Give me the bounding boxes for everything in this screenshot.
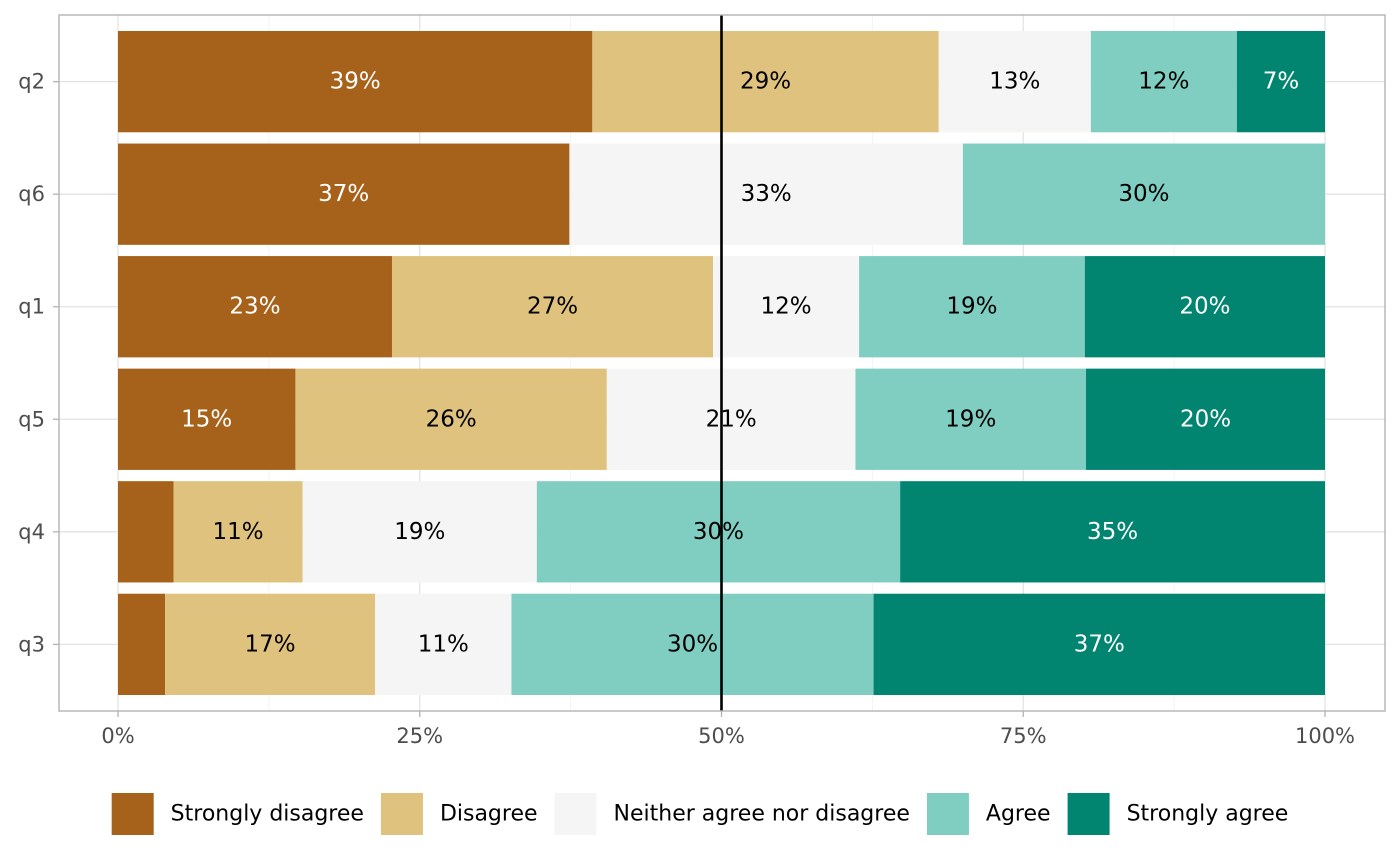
y-tick-label: q6 [18, 182, 45, 206]
bar-value-label: 13% [989, 69, 1040, 95]
bar-value-label: 15% [181, 406, 232, 432]
bar-segment [938, 31, 1091, 133]
legend-key [1067, 793, 1110, 835]
bar-segment [118, 593, 166, 695]
bar-segment [1084, 256, 1325, 358]
legend-item: Strongly disagree [111, 793, 364, 835]
bar-segment [391, 256, 714, 358]
legend: Strongly disagree Disagree Neither agree n… [111, 793, 1289, 835]
legend-label: Disagree [440, 802, 538, 827]
y-axis: q2 q6 q1 q5 q4 q3 [18, 70, 59, 656]
x-tick-label: 75% [1000, 724, 1047, 748]
bar-value-label: 20% [1179, 294, 1230, 320]
bar-segment [173, 481, 303, 583]
bar-value-label: 12% [761, 294, 812, 320]
x-tick-label: 50% [698, 724, 745, 748]
bar-value-label: 37% [1074, 631, 1125, 657]
legend-item: Strongly agree [1067, 793, 1289, 835]
bar-value-label: 30% [693, 519, 744, 545]
bar-segment [295, 368, 607, 470]
bar-value-label: 7% [1263, 69, 1300, 95]
bar-segment [859, 256, 1085, 358]
bar-segment [1086, 368, 1325, 470]
y-tick-label: q2 [18, 70, 45, 94]
bar-value-label: 17% [245, 631, 296, 657]
bar-value-label: 19% [946, 294, 997, 320]
bar-value-label: 29% [740, 69, 791, 95]
bar-value-label: 35% [1087, 519, 1138, 545]
bar-segment [873, 593, 1325, 695]
bar-value-label: 33% [741, 181, 792, 207]
bar-segments [118, 31, 1325, 695]
bar-segment [118, 481, 174, 583]
y-tick-label: q4 [18, 520, 45, 544]
bar-value-label: 30% [1118, 181, 1169, 207]
bar-value-label: 11% [213, 519, 264, 545]
bar-segment [606, 368, 856, 470]
legend-label: Strongly disagree [171, 802, 364, 827]
y-tick-label: q5 [18, 407, 45, 431]
bar-segment [855, 368, 1087, 470]
bar-value-label: 27% [527, 294, 578, 320]
bar-value-label: 39% [330, 69, 381, 95]
bar-value-label: 37% [318, 181, 369, 207]
bar-segment [511, 593, 874, 695]
bar-segment [118, 143, 570, 245]
legend-label: Neither agree nor disagree [614, 802, 910, 827]
bar-segment [569, 143, 963, 245]
bar-segment [1090, 31, 1237, 133]
bar-segment [118, 368, 296, 470]
legend-key [926, 793, 969, 835]
bar-value-label: 20% [1180, 406, 1231, 432]
bar-segment [302, 481, 537, 583]
bar-value-label: 26% [426, 406, 477, 432]
bar-segment [962, 143, 1325, 245]
legend-item: Agree [926, 793, 1051, 835]
legend-item: Neither agree nor disagree [554, 793, 910, 835]
bar-value-label: 19% [394, 519, 445, 545]
legend-label: Agree [986, 802, 1051, 827]
bar-value-label: 11% [418, 631, 469, 657]
bar-segment [536, 481, 901, 583]
bar-segment [375, 593, 512, 695]
bar-value-label: 21% [706, 406, 757, 432]
bar-segment [713, 256, 860, 358]
x-tick-label: 0% [101, 724, 134, 748]
bar-value-label: 30% [667, 631, 718, 657]
bar-value-label: 19% [945, 406, 996, 432]
legend-label: Strongly agree [1127, 802, 1289, 827]
bar-value-label: 23% [229, 294, 280, 320]
bar-value-label: 12% [1138, 69, 1189, 95]
x-axis: 0% 25% 50% 75% 100% [101, 711, 1355, 748]
x-tick-label: 25% [396, 724, 443, 748]
bar-segment [900, 481, 1325, 583]
bar-segment [118, 31, 593, 133]
legend-key [111, 793, 154, 835]
bar-value-labels: 39% 29% 13% 12% 7% 37% 33% 30% 23% 27% 12% 19% 20% 15… [181, 69, 1299, 658]
bar-segment [165, 593, 376, 695]
bar-segment [592, 31, 939, 133]
y-tick-label: q1 [18, 295, 45, 319]
x-tick-label: 100% [1295, 724, 1355, 748]
bar-segment [118, 256, 392, 358]
y-tick-label: q3 [18, 632, 45, 656]
legend-key [554, 793, 597, 835]
legend-key [380, 793, 423, 835]
legend-item: Disagree [380, 793, 538, 835]
bar-segment [1236, 31, 1325, 133]
